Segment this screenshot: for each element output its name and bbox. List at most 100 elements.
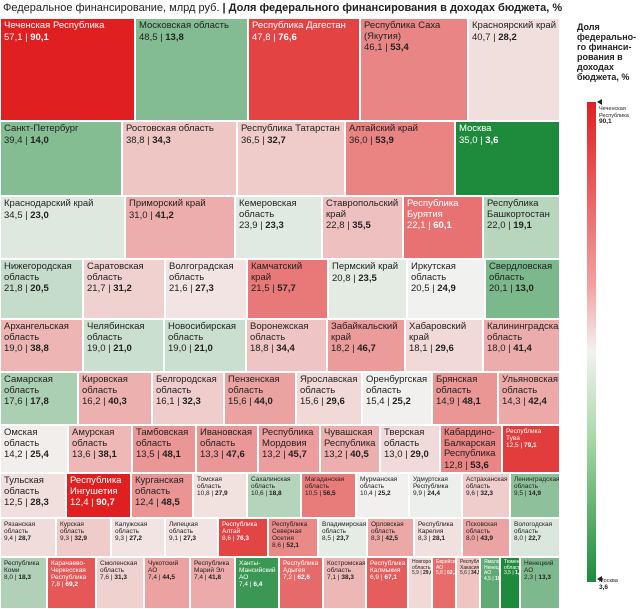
treemap-cell: Нижегородская область 21,8 | 20,5 (0, 259, 83, 319)
cell-funding: 13,5 (136, 449, 155, 460)
cell-values: 18,2 | 46,7 (331, 343, 401, 354)
cell-share: 38,8 (30, 343, 49, 354)
cell-values: 10,8 | 27,9 (197, 490, 243, 497)
cell-separator: | (505, 343, 514, 354)
cell-name: Республика Татарстан (241, 123, 340, 134)
treemap-cell: Тверская область 13,0 | 29,0 (380, 425, 440, 473)
cell-values: 12,4 | 90,7 (70, 497, 127, 508)
legend-bottom-value: 3,6 (599, 583, 609, 591)
cell-funding: 12,5 (506, 442, 519, 449)
cell-funding: 39,4 (4, 134, 23, 146)
cell-values: 13,0 | 29,0 (384, 449, 436, 460)
cell-funding: 8,3 (418, 535, 428, 542)
cell-values: 7,1 | 38,3 (327, 574, 362, 581)
cell-share: 34,4 (276, 343, 295, 354)
cell-values: 17,6 | 17,8 (4, 396, 74, 407)
cell-values: 6,9 | 67,1 (370, 574, 404, 581)
cell-funding: 36,5 (241, 134, 260, 146)
cell-separator: | (144, 134, 153, 146)
treemap-cell: Саратовская область 21,7 | 31,2 (83, 259, 165, 319)
cell-separator: | (490, 575, 496, 582)
cell-funding: 4,5 (484, 575, 491, 582)
cell-values: 31,0 | 41,2 (129, 210, 231, 221)
cell-separator: | (331, 535, 337, 542)
cell-funding: 7,4 (194, 574, 204, 581)
treemap-cell: Московская область 48,5 | 13,8 (135, 18, 248, 121)
cell-share: 29,0 (410, 449, 429, 460)
legend-top-label: Чеченская Республика 90,1 (599, 106, 639, 126)
cell-name: Белгородская область (156, 374, 217, 396)
treemap-cell: Липецкая область 9,1 | 27,3 (165, 518, 218, 557)
treemap-cell: Ульяновская область 14,3 | 42,4 (498, 372, 560, 425)
cell-separator: | (231, 535, 237, 542)
treemap-cell: Чувашская Республика 13,2 | 40,5 (320, 425, 380, 473)
treemap-cell: Ставропольский край 22,8 | 35,5 (322, 196, 403, 259)
cell-name: Республика Ингушетия (70, 475, 122, 497)
cell-funding: 9,3 (60, 535, 70, 542)
treemap-cell: Сахалинская область 10,6 | 18,8 (247, 473, 301, 518)
cell-separator: | (186, 343, 195, 354)
treemap-cell: Республика Саха (Якутия) 46,1 | 53,4 (360, 18, 468, 121)
cell-share: 43,9 (480, 535, 494, 542)
cell-funding: 22,1 (407, 220, 426, 231)
cell-share: 27,3 (195, 283, 214, 294)
cell-funding: 10,6 (251, 490, 264, 497)
cell-funding: 34,5 (4, 209, 23, 221)
cell-name: Тверская область (384, 427, 425, 449)
cell-funding: 9,4 (4, 535, 14, 542)
cell-funding: 18,8 (250, 343, 269, 354)
cell-name: Чеченская Республика (4, 20, 105, 31)
cell-name: Республика Северная Осетия (272, 521, 308, 542)
cell-values: 7,8 | 69,2 (51, 581, 92, 588)
cell-funding: 57,1 (4, 31, 23, 43)
cell-funding: 7,4 (239, 581, 249, 588)
cell-separator: | (427, 343, 436, 354)
cell-share: 25,4 (30, 449, 49, 460)
cell-values: 12,5 | 79,1 (506, 442, 556, 449)
cell-values: 21,7 | 31,2 (87, 283, 161, 294)
cell-name: Псковская область (466, 521, 498, 535)
cell-funding: 21,5 (251, 283, 270, 294)
cell-separator: | (153, 497, 162, 508)
cell-name: Магаданская область (305, 476, 345, 490)
cell-funding: 8,0 (4, 574, 14, 581)
cell-name: Ульяновская область (502, 374, 559, 396)
treemap-cell: Пермский край 20,8 | 23,5 (328, 259, 407, 319)
cell-share: 45,7 (288, 449, 307, 460)
cell-values: 20,1 | 13,0 (489, 283, 556, 294)
cell-separator: | (350, 272, 359, 284)
treemap-cell: Приморский край 31,0 | 41,2 (125, 196, 235, 259)
cell-values: 15,6 | 44,0 (228, 396, 292, 407)
cell-share: 28,2 (498, 31, 517, 43)
cell-name: Ямало-Ненецкий АО (484, 559, 500, 576)
cell-name: Республика Саха (Якутия) (364, 20, 441, 42)
cell-share: 48,1 (162, 449, 181, 460)
treemap-cell: Республика Ингушетия 12,4 | 90,7 (66, 473, 131, 518)
cell-share: 28,1 (432, 535, 446, 542)
treemap-cell: Республика Башкортостан 22,0 | 19,1 (483, 196, 560, 259)
treemap-cell: Алтайский край 36,0 | 53,9 (345, 121, 455, 196)
cell-name: Тюменская область (504, 559, 520, 571)
cell-values: 5,8 | 62,1 (436, 570, 455, 577)
cell-separator: | (218, 449, 227, 460)
cell-separator: | (90, 449, 99, 460)
cell-funding: 7,4 (148, 574, 158, 581)
cell-separator: | (342, 449, 351, 460)
treemap-cell: Орловская область 8,3 | 42,5 (367, 518, 414, 557)
treemap-cell: Владимирская область 8,5 | 23,7 (318, 518, 367, 557)
cell-values: 10,5 | 56,5 (305, 490, 352, 497)
cell-separator: | (523, 490, 529, 497)
cell-name: Амурская область (72, 427, 115, 449)
cell-name: Калужская область (115, 521, 148, 535)
treemap-cell: Свердловская область 20,1 | 13,0 (485, 259, 560, 319)
cell-name: Еврейская АО (436, 559, 456, 571)
treemap-cell: Карачаево-Черкесская Республика 7,8 | 69,… (47, 557, 96, 609)
cell-funding: 12,5 (4, 497, 23, 508)
cell-share: 62,6 (297, 574, 311, 581)
cell-name: Астраханская область (466, 476, 508, 490)
cell-separator: | (157, 31, 166, 43)
cell-separator: | (466, 570, 472, 576)
cell-share: 18,8 (268, 490, 282, 497)
cell-name: Удмуртская Республика (413, 476, 449, 490)
treemap-cell: Томская область 10,8 | 27,9 (193, 473, 247, 518)
